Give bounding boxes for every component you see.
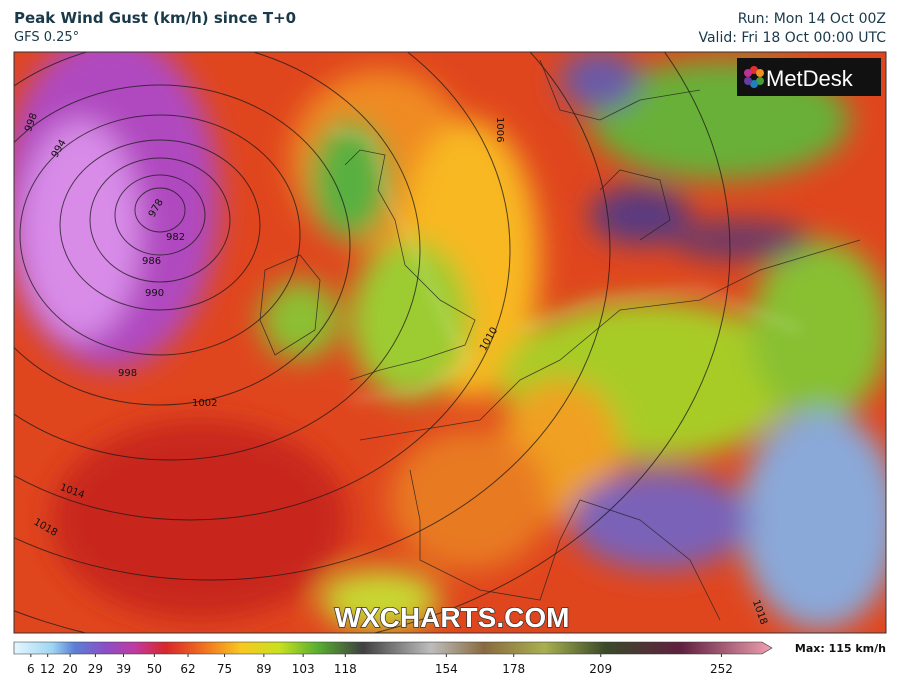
- colorbar: 6 12 20 29 39 50 62 75 89 103 118 154 178 209 252: [13, 641, 773, 676]
- isobar-label: 986: [142, 256, 161, 267]
- colorbar-label: 178: [502, 662, 525, 676]
- logo-text: MetDesk: [766, 66, 854, 91]
- colorbar-label: 6: [27, 662, 35, 676]
- colorbar-label: 89: [256, 662, 271, 676]
- title: Peak Wind Gust (km/h) since T+0: [14, 9, 297, 27]
- isobar-label: 990: [145, 288, 164, 299]
- isobar-label: 1006: [494, 117, 505, 142]
- isobar-label: 982: [166, 232, 185, 243]
- logo: MetDesk: [737, 58, 881, 96]
- colorbar-label: 29: [88, 662, 103, 676]
- model: GFS 0.25°: [14, 30, 80, 45]
- wind-field: [14, 52, 886, 633]
- max-label: Max: 115 km/h: [795, 642, 886, 655]
- colorbar-label: 209: [589, 662, 612, 676]
- colorbar-label: 75: [217, 662, 232, 676]
- isobar-label: 998: [118, 368, 137, 379]
- colorbar-label: 154: [435, 662, 458, 676]
- colorbar-label: 62: [180, 662, 195, 676]
- colorbar-label: 252: [710, 662, 733, 676]
- colorbar-label: 39: [116, 662, 131, 676]
- isobar-label: 1002: [192, 398, 217, 409]
- valid-time: Valid: Fri 18 Oct 00:00 UTC: [698, 30, 886, 46]
- run-time: Run: Mon 14 Oct 00Z: [737, 11, 886, 27]
- colorbar-label: 20: [63, 662, 78, 676]
- colorbar-label: 103: [292, 662, 315, 676]
- colorbar-label: 50: [147, 662, 162, 676]
- watermark: WXCHARTS.COM: [335, 602, 570, 633]
- colorbar-label: 118: [334, 662, 357, 676]
- colorbar-label: 12: [40, 662, 55, 676]
